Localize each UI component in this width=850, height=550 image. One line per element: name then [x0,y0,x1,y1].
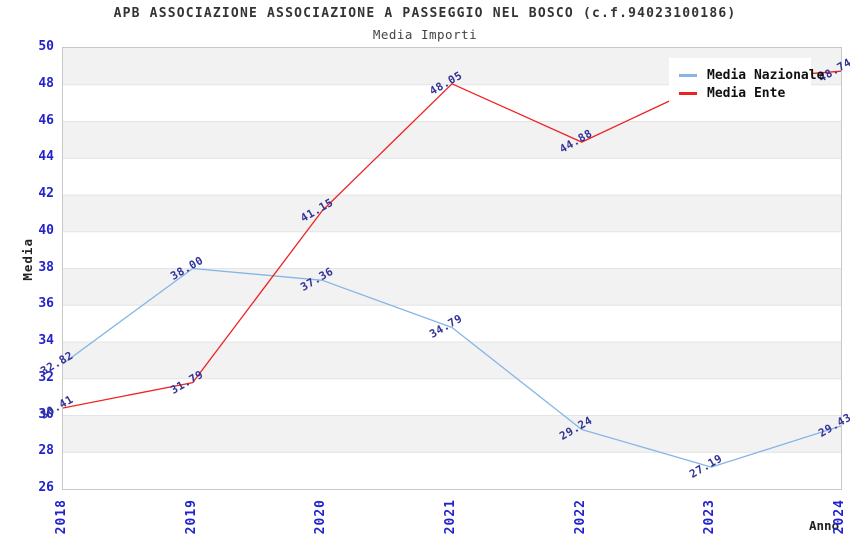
background-band [63,415,841,453]
background-band [63,231,841,269]
series-line-media-nazionale [63,267,841,468]
background-band [63,452,841,489]
media-nazionale-line-marker [679,74,697,77]
y-tick-label: 26 [38,480,54,495]
background-band [63,121,841,159]
y-tick-label: 38 [38,259,54,275]
x-tick-label: 2021 [443,499,458,535]
background-band [63,158,841,195]
legend-item-media-ente[interactable]: Media Ente [679,86,801,101]
y-tick-label: 48 [38,75,54,91]
x-axis-title: Anno [809,518,840,533]
y-tick-label: 32 [38,369,54,385]
background-band [63,378,841,416]
background-band [63,342,841,379]
y-tick-label: 42 [38,186,54,201]
y-tick-label: 46 [38,112,54,128]
x-tick-label: 2018 [54,499,69,535]
legend-label-media-nazionale: Media Nazionale [707,68,825,83]
x-tick-label: 2019 [183,499,199,535]
x-tick-label: 2023 [702,499,718,535]
y-tick-label: 28 [38,443,54,459]
media-ente-line-marker [679,92,697,95]
y-tick-label: 44 [38,149,54,165]
chart-title: APB ASSOCIAZIONE ASSOCIAZIONE A PASSEGGI… [113,6,737,21]
x-tick-label: 2020 [313,499,329,535]
y-tick-label: 34 [38,333,54,348]
x-tick-label: 2024 [832,499,847,535]
chart-subtitle: Media Importi [372,27,478,42]
x-tick-label: 2022 [572,499,588,535]
y-tick-label: 36 [38,296,54,312]
legend-label-media-ente: Media Ente [707,86,786,101]
y-tick-label: 50 [38,39,54,54]
legend: Media Nazionale Media Ente [669,58,824,112]
background-band [63,195,841,232]
background-band [63,268,841,306]
legend-item-media-nazionale[interactable]: Media Nazionale [679,68,824,83]
y-tick-label: 40 [38,222,54,238]
background-band [63,305,841,342]
y-tick-label: 30 [38,406,54,422]
